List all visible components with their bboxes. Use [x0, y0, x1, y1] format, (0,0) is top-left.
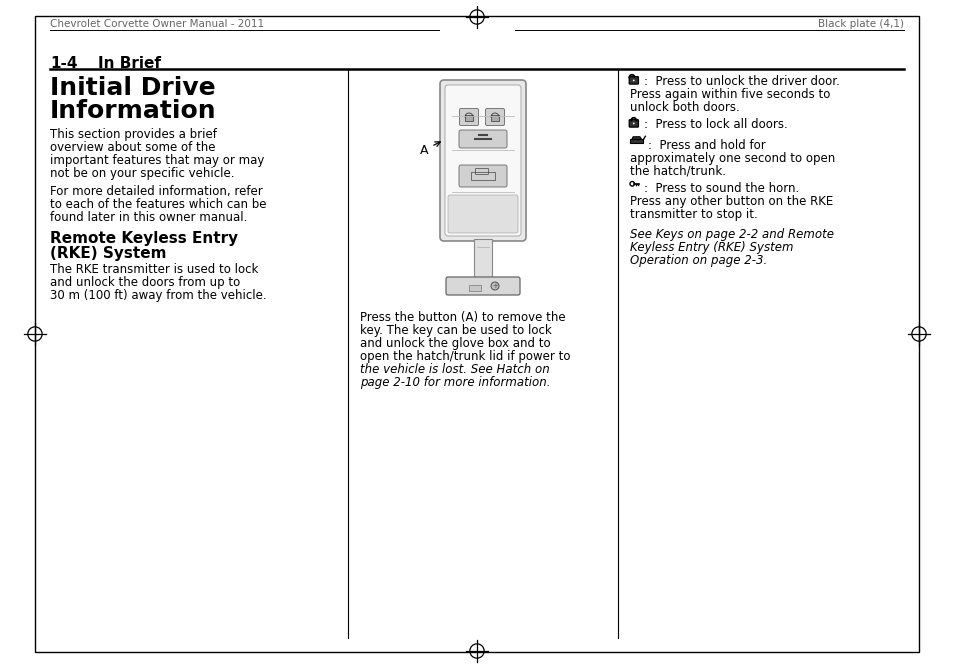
Text: page 2-10 for more information.: page 2-10 for more information. — [359, 376, 550, 389]
Bar — [471, 172, 495, 180]
Text: open the hatch/trunk lid if power to: open the hatch/trunk lid if power to — [359, 350, 570, 363]
Text: to each of the features which can be: to each of the features which can be — [50, 198, 266, 211]
Bar — [491, 115, 498, 121]
Circle shape — [632, 79, 634, 81]
FancyBboxPatch shape — [485, 108, 504, 126]
Text: Keyless Entry (RKE) System: Keyless Entry (RKE) System — [629, 241, 793, 254]
Text: (RKE) System: (RKE) System — [50, 246, 167, 261]
Text: the hatch/trunk.: the hatch/trunk. — [629, 165, 725, 178]
Text: Press the button (A) to remove the: Press the button (A) to remove the — [359, 311, 565, 324]
Text: Information: Information — [50, 99, 216, 123]
Text: key. The key can be used to lock: key. The key can be used to lock — [359, 324, 551, 337]
Text: 1-4: 1-4 — [50, 56, 77, 71]
Text: In Brief: In Brief — [98, 56, 161, 71]
FancyBboxPatch shape — [458, 130, 506, 148]
Text: :  Press and hold for: : Press and hold for — [647, 139, 765, 152]
Bar — [474, 239, 492, 279]
FancyBboxPatch shape — [629, 77, 638, 84]
Text: A: A — [419, 142, 440, 156]
Text: Remote Keyless Entry: Remote Keyless Entry — [50, 231, 238, 246]
Text: Press again within five seconds to: Press again within five seconds to — [629, 88, 829, 101]
FancyBboxPatch shape — [444, 85, 520, 236]
Circle shape — [491, 282, 498, 290]
Text: transmitter to stop it.: transmitter to stop it. — [629, 208, 757, 221]
Text: unlock both doors.: unlock both doors. — [629, 101, 739, 114]
Bar — [469, 285, 480, 291]
Text: Press any other button on the RKE: Press any other button on the RKE — [629, 195, 832, 208]
FancyBboxPatch shape — [446, 277, 519, 295]
Text: and unlock the doors from up to: and unlock the doors from up to — [50, 276, 240, 289]
Circle shape — [632, 122, 634, 124]
Text: Chevrolet Corvette Owner Manual - 2011: Chevrolet Corvette Owner Manual - 2011 — [50, 19, 264, 29]
Text: Initial Drive: Initial Drive — [50, 76, 215, 100]
Polygon shape — [629, 140, 643, 142]
FancyBboxPatch shape — [629, 120, 638, 127]
Text: See Keys on page 2-2 and Remote: See Keys on page 2-2 and Remote — [629, 228, 833, 241]
Text: +: + — [492, 283, 497, 289]
Text: and unlock the glove box and to: and unlock the glove box and to — [359, 337, 550, 350]
Text: Black plate (4,1): Black plate (4,1) — [817, 19, 903, 29]
FancyBboxPatch shape — [439, 80, 525, 241]
FancyBboxPatch shape — [459, 108, 478, 126]
Text: important features that may or may: important features that may or may — [50, 154, 264, 167]
Text: This section provides a brief: This section provides a brief — [50, 128, 216, 141]
FancyBboxPatch shape — [448, 195, 517, 233]
Polygon shape — [631, 137, 641, 140]
Text: Operation on page 2-3.: Operation on page 2-3. — [629, 254, 766, 267]
Text: not be on your specific vehicle.: not be on your specific vehicle. — [50, 167, 234, 180]
Text: For more detailed information, refer: For more detailed information, refer — [50, 185, 262, 198]
Text: found later in this owner manual.: found later in this owner manual. — [50, 211, 247, 224]
Text: 30 m (100 ft) away from the vehicle.: 30 m (100 ft) away from the vehicle. — [50, 289, 266, 302]
Text: :  Press to lock all doors.: : Press to lock all doors. — [643, 118, 787, 131]
Text: :  Press to sound the horn.: : Press to sound the horn. — [643, 182, 799, 195]
FancyBboxPatch shape — [458, 165, 506, 187]
Bar — [464, 115, 473, 121]
Text: overview about some of the: overview about some of the — [50, 141, 215, 154]
Text: the vehicle is lost. See Hatch on: the vehicle is lost. See Hatch on — [359, 363, 549, 376]
Text: The RKE transmitter is used to lock: The RKE transmitter is used to lock — [50, 263, 258, 276]
Text: :  Press to unlock the driver door.: : Press to unlock the driver door. — [643, 75, 839, 88]
Text: approximately one second to open: approximately one second to open — [629, 152, 835, 165]
